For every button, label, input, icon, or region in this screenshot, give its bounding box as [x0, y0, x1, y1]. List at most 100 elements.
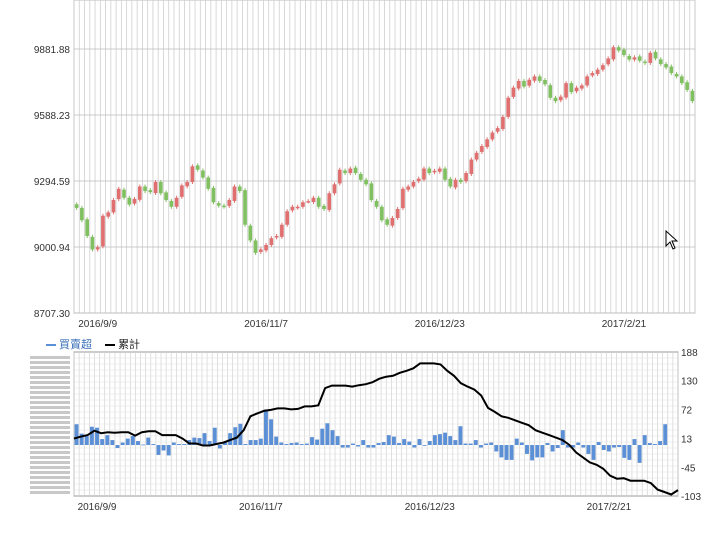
candle-body [601, 65, 605, 70]
flow-left-scale-mark [30, 426, 70, 429]
flow-bar [156, 445, 161, 455]
flow-bar [279, 442, 284, 446]
flow-bar [136, 441, 140, 446]
flow-bar [141, 444, 146, 446]
flow-bar [663, 424, 668, 446]
flow-bar [535, 445, 540, 458]
candle-body [432, 170, 437, 173]
flow-bar [402, 439, 407, 446]
candle-body [358, 173, 363, 180]
flow-bar [596, 442, 601, 446]
flow-bar [376, 443, 381, 446]
candle-body [301, 202, 305, 207]
flow-bar [412, 445, 417, 448]
flow-bar [105, 435, 110, 446]
flow-bar [243, 444, 248, 446]
flow-bar [289, 443, 294, 446]
candle-body [316, 197, 321, 207]
flow-bar [217, 445, 222, 449]
flow-bar [540, 445, 545, 458]
flow-bar [371, 445, 376, 448]
candle-body [137, 186, 142, 200]
candle-body [422, 168, 426, 180]
legend-item-bar[interactable]: 買賣超 [46, 336, 92, 352]
candle-body [348, 168, 353, 174]
flow-left-scale-mark [30, 366, 70, 369]
candle-body [169, 200, 174, 207]
candle-body [680, 76, 684, 84]
candle-body [564, 83, 568, 98]
candle-body [648, 52, 653, 63]
flow-left-scale-mark [30, 386, 70, 389]
flow-bar [166, 445, 171, 456]
flow-y-tick-label: 72 [681, 405, 693, 416]
cumulative-line [73, 362, 679, 496]
candle-body [611, 47, 616, 60]
flow-bar [202, 433, 207, 446]
candle-body [232, 186, 237, 201]
candle-body [495, 128, 500, 132]
candle-body [143, 186, 147, 192]
flow-bar [304, 443, 309, 446]
candle-body [690, 90, 695, 102]
price-y-tick-label: 9881.88 [34, 45, 71, 56]
candle-body [506, 97, 511, 117]
candle-body [185, 182, 189, 187]
flow-bar [530, 445, 535, 461]
flow-bar [151, 444, 156, 446]
flow-bar [95, 427, 99, 446]
flow-bar [484, 443, 488, 446]
price-x-tick-label: 2016/9/9 [78, 319, 117, 330]
candle-body [127, 197, 132, 205]
flow-bar [478, 445, 483, 448]
candle-body [380, 206, 384, 221]
candle-body [222, 205, 226, 208]
flow-left-scale-mark [30, 406, 70, 409]
legend-item-line[interactable]: 累計 [105, 336, 140, 352]
flow-bar [100, 439, 105, 446]
flow-left-scale-mark [30, 381, 70, 384]
candle-body [364, 179, 368, 185]
flow-y-tick-label: 130 [681, 377, 698, 388]
price-y-tick-label: 9294.59 [34, 177, 71, 188]
candle-body [401, 188, 405, 209]
candle-body [258, 249, 263, 252]
flow-bar [468, 443, 473, 446]
flow-bar [417, 439, 422, 446]
candle-body [527, 79, 532, 86]
flow-x-tick-label: 2017/2/21 [587, 502, 632, 513]
flow-bar [642, 435, 647, 446]
candle-body [437, 168, 442, 172]
flow-bar [550, 445, 555, 452]
flow-bar [443, 432, 448, 446]
flow-left-scale-mark [30, 446, 70, 449]
flow-left-scale-mark [30, 456, 70, 459]
candle-body [595, 69, 600, 74]
candle-body [453, 179, 458, 188]
candle-body [406, 186, 411, 190]
candle-body [353, 167, 358, 174]
flow-left-scale-mark [30, 466, 70, 469]
candle-body [464, 173, 468, 182]
candle-body [122, 189, 126, 198]
price-y-tick-label: 9000.94 [34, 243, 71, 254]
candle-body [332, 184, 337, 194]
price-x-tick-label: 2016/12/23 [415, 319, 465, 330]
flow-bar [212, 427, 217, 446]
flow-bar [335, 436, 340, 446]
flow-bar [197, 438, 202, 446]
flow-bar [233, 427, 238, 446]
flow-bar [315, 439, 320, 446]
flow-bar [601, 445, 606, 450]
flow-bar [366, 445, 371, 448]
flow-left-scale-mark [30, 486, 70, 489]
flow-bar [115, 445, 120, 448]
flow-bar [627, 445, 632, 460]
flow-y-tick-label: 188 [681, 348, 698, 359]
candle-body [374, 200, 379, 207]
flow-bar [264, 409, 268, 446]
candle-body [337, 169, 342, 184]
flow-y-tick-label: -103 [681, 492, 701, 503]
candle-body [585, 76, 589, 86]
candle-body [469, 159, 474, 174]
